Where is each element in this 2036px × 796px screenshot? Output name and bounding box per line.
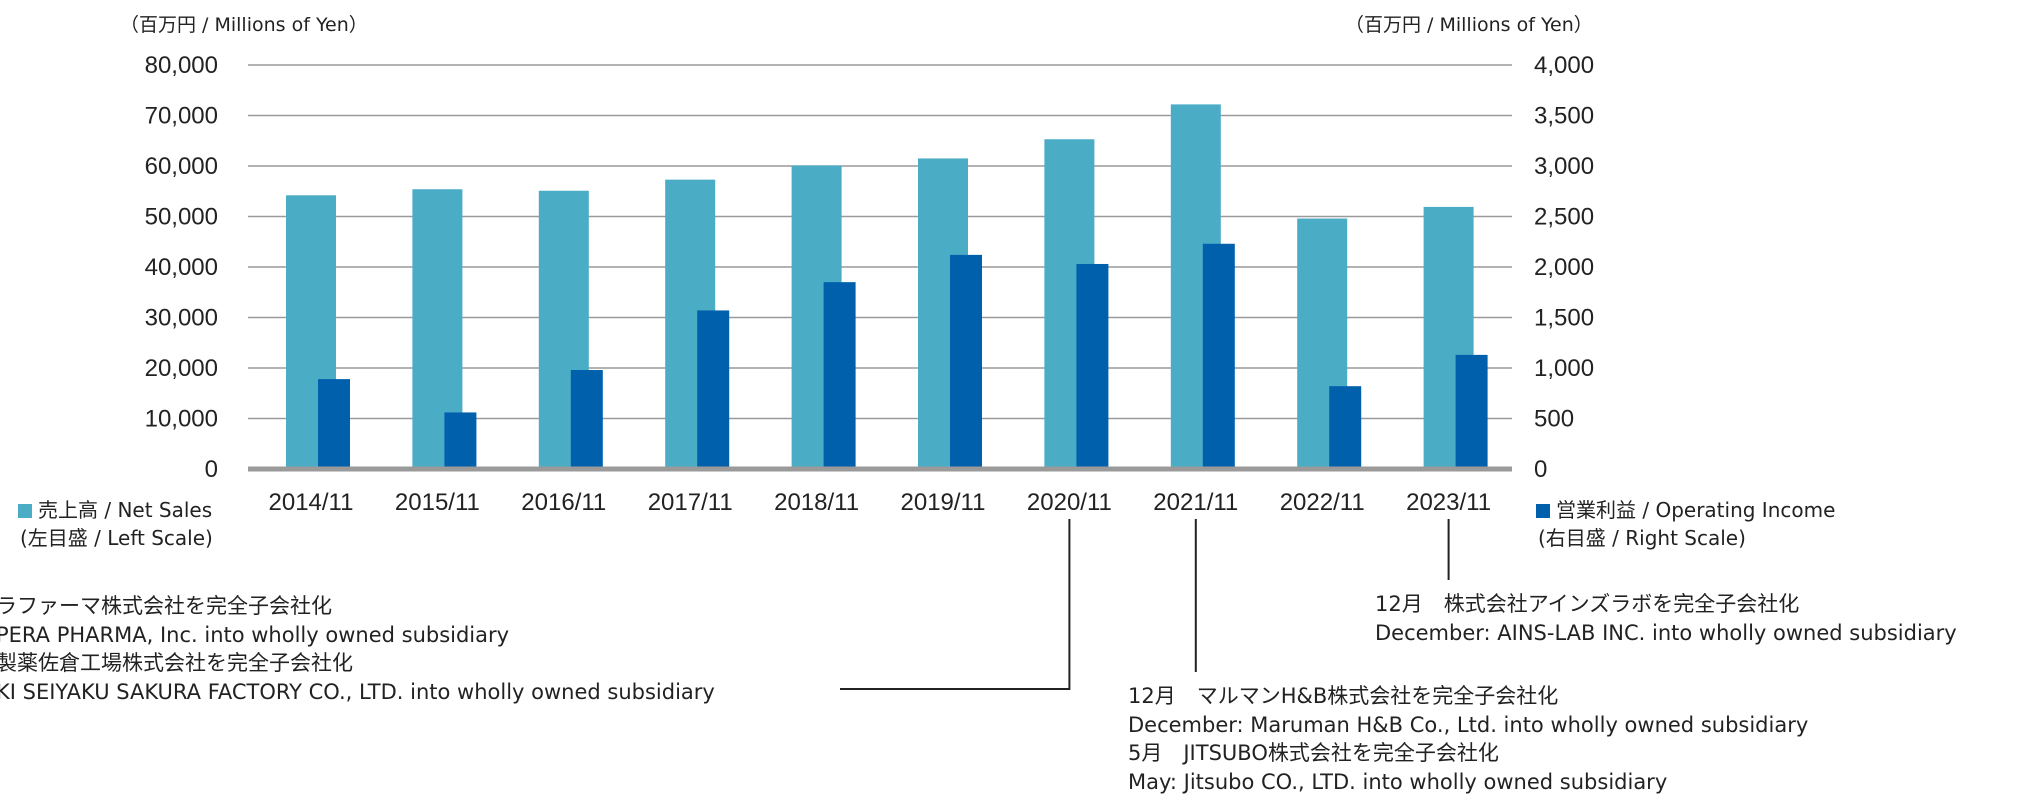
right-tick-label: 3,500	[1534, 103, 1594, 130]
right-tick-label: 1,500	[1534, 305, 1594, 332]
category-label: 2022/11	[1280, 489, 1365, 516]
annotation-2020-line-1: ラファーマ株式会社を完全子会社化	[0, 592, 715, 621]
legend-left-scale: (左目盛 / Left Scale)	[18, 524, 213, 552]
legend-right-scale: (右目盛 / Right Scale)	[1536, 524, 1835, 552]
legend-net-sales-label: 売上高 / Net Sales	[38, 498, 212, 522]
operating-income-bar	[444, 412, 476, 469]
annotation-2023: 12月 株式会社アインズラボを完全子会社化 December: AINS-LAB…	[1375, 590, 1957, 647]
left-tick-label: 60,000	[145, 153, 218, 180]
left-tick-label: 50,000	[145, 204, 218, 231]
legend-operating-income: 営業利益 / Operating Income (右目盛 / Right Sca…	[1536, 496, 1835, 552]
annotation-2021-line-2: December: Maruman H&B Co., Ltd. into who…	[1128, 711, 1808, 740]
left-tick-label: 10,000	[145, 406, 218, 433]
category-label: 2016/11	[521, 489, 606, 516]
net-sales-swatch	[18, 504, 32, 518]
right-tick-label: 2,000	[1534, 254, 1594, 281]
annotation-2020-leader	[840, 519, 1069, 689]
operating-income-bar	[824, 282, 856, 469]
operating-income-bar	[318, 379, 350, 469]
left-tick-label: 70,000	[145, 103, 218, 130]
operating-income-bar	[571, 370, 603, 469]
annotation-2020: ラファーマ株式会社を完全子会社化 PERA PHARMA, Inc. into …	[0, 592, 715, 706]
operating-income-bar	[950, 255, 982, 469]
category-label: 2015/11	[395, 489, 480, 516]
operating-income-bar	[1329, 386, 1361, 469]
operating-income-bar	[1076, 264, 1108, 469]
legend-net-sales: 売上高 / Net Sales (左目盛 / Left Scale)	[18, 496, 213, 552]
category-label: 2018/11	[774, 489, 859, 516]
right-tick-label: 0	[1534, 456, 1547, 483]
category-label: 2020/11	[1027, 489, 1112, 516]
left-tick-label: 0	[205, 456, 218, 483]
annotation-2020-line-4: KI SEIYAKU SAKURA FACTORY CO., LTD. into…	[0, 678, 715, 707]
annotation-2021-line-3: 5月 JITSUBO株式会社を完全子会社化	[1128, 739, 1808, 768]
operating-income-swatch	[1536, 504, 1550, 518]
left-tick-label: 40,000	[145, 254, 218, 281]
operating-income-bar	[1203, 244, 1235, 469]
legend-operating-income-label: 営業利益 / Operating Income	[1556, 498, 1835, 522]
category-label: 2019/11	[901, 489, 986, 516]
category-label: 2021/11	[1153, 489, 1238, 516]
right-tick-label: 4,000	[1534, 52, 1594, 79]
operating-income-bar	[697, 310, 729, 469]
left-tick-label: 20,000	[145, 355, 218, 382]
annotation-2020-line-2: PERA PHARMA, Inc. into wholly owned subs…	[0, 621, 715, 650]
annotation-2023-line-1: 12月 株式会社アインズラボを完全子会社化	[1375, 590, 1957, 619]
category-label: 2023/11	[1406, 489, 1491, 516]
category-label: 2017/11	[648, 489, 733, 516]
annotation-2021: 12月 マルマンH&B株式会社を完全子会社化 December: Maruman…	[1128, 682, 1808, 796]
right-tick-label: 2,500	[1534, 204, 1594, 231]
right-tick-label: 500	[1534, 406, 1574, 433]
left-tick-label: 80,000	[145, 52, 218, 79]
left-tick-label: 30,000	[145, 305, 218, 332]
annotation-2021-line-1: 12月 マルマンH&B株式会社を完全子会社化	[1128, 682, 1808, 711]
operating-income-bar	[1456, 355, 1488, 469]
right-tick-label: 3,000	[1534, 153, 1594, 180]
category-label: 2014/11	[269, 489, 354, 516]
annotation-2023-line-2: December: AINS-LAB INC. into wholly owne…	[1375, 619, 1957, 648]
right-tick-label: 1,000	[1534, 355, 1594, 382]
annotation-2020-line-3: 製薬佐倉工場株式会社を完全子会社化	[0, 649, 715, 678]
